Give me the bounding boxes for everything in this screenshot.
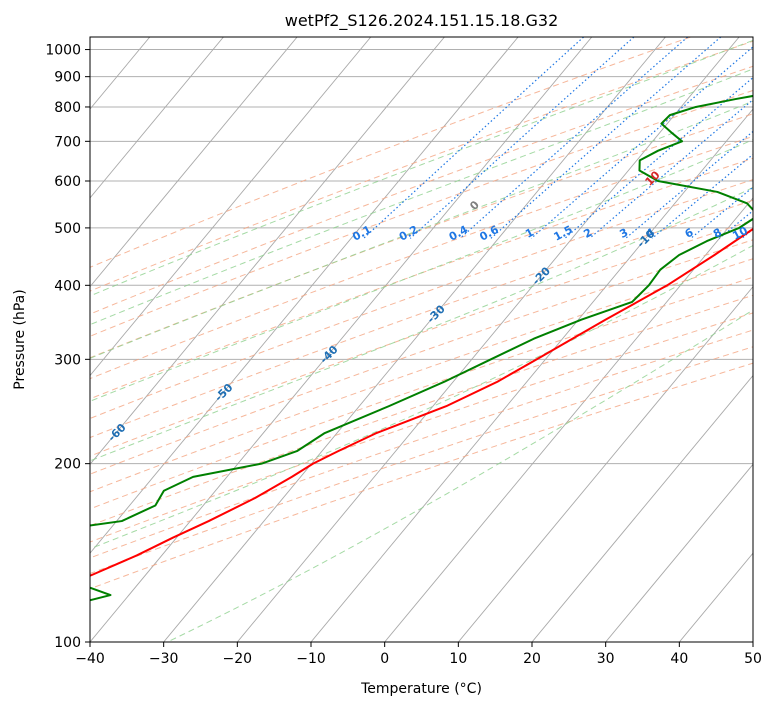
isotherm-line <box>90 37 593 642</box>
dry-adiabat-line <box>90 40 753 292</box>
isotherm-line <box>90 37 372 377</box>
moist-adiabat-line <box>90 186 753 462</box>
x-tick-label: −10 <box>296 651 326 667</box>
dry-adiabat-line <box>90 239 753 475</box>
y-tick-label: 200 <box>54 457 81 473</box>
y-tick-label: 400 <box>54 278 81 294</box>
y-tick-label: 900 <box>54 70 81 86</box>
isotherm-label: -50 <box>212 381 235 404</box>
mixing-ratio-line <box>741 228 753 239</box>
mixing-ratio-label: 0.6 <box>477 223 501 244</box>
mixing-ratio-line <box>718 210 753 239</box>
x-tick-label: −40 <box>75 651 105 667</box>
mixing-ratio-line <box>769 37 775 238</box>
isotherm-line <box>236 37 740 642</box>
x-axis-title: Temperature (°C) <box>360 681 482 697</box>
isotherm-label: -30 <box>425 302 448 325</box>
dewpoint-trace <box>90 94 753 602</box>
mixing-ratio-label: 13 <box>757 224 775 243</box>
isotherm-line <box>605 463 753 642</box>
isotherm-line <box>752 641 753 642</box>
dry-adiabat-line <box>90 89 753 337</box>
dry-adiabat-line <box>90 37 691 268</box>
moist-adiabat-line <box>90 100 753 359</box>
dry-adiabat-line <box>90 65 753 315</box>
isotherm-line <box>163 37 666 642</box>
dry-adiabat-line <box>90 199 753 439</box>
dry-adiabat-line <box>90 346 753 575</box>
y-tick-label: 800 <box>54 100 81 116</box>
x-tick-label: 20 <box>523 651 541 667</box>
x-tick-label: −20 <box>223 651 253 667</box>
y-tick-label: 600 <box>54 174 81 190</box>
isotherm-line <box>384 197 753 642</box>
y-tick-label: 300 <box>54 352 81 368</box>
mixing-ratio-label: 0.4 <box>447 223 471 244</box>
y-tick-label: 500 <box>54 221 81 237</box>
plot-frame <box>89 36 754 643</box>
mixing-ratio-line <box>459 37 688 239</box>
isotherm-label: -10 <box>634 227 657 250</box>
isotherm-line <box>90 37 298 288</box>
isotherm-line <box>310 108 753 642</box>
dry-adiabat-line <box>90 276 753 510</box>
mixing-ratio-label: 0.2 <box>397 223 420 244</box>
isotherm-line <box>90 37 445 466</box>
chart-title: wetPf2_S126.2024.151.15.18.G32 <box>285 11 559 31</box>
y-tick-label: 100 <box>54 635 81 651</box>
y-axis-title: Pressure (hPa) <box>12 289 28 389</box>
x-tick-label: 40 <box>670 651 688 667</box>
mixing-ratio-line <box>589 98 753 239</box>
dry-adiabat-line <box>90 312 753 543</box>
dry-adiabat-line <box>90 258 753 493</box>
isotherm-line <box>90 37 224 199</box>
mixing-ratio-line <box>690 186 753 239</box>
x-tick-label: 0 <box>380 651 389 667</box>
dry-adiabat-line <box>90 135 753 380</box>
axes: −40 −30 −20 −10 0 10 20 30 40 5010009008007006005… <box>45 43 762 667</box>
x-tick-label: 30 <box>597 651 615 667</box>
moist-adiabat-line <box>90 39 753 297</box>
isotherm-label: -60 <box>105 421 128 444</box>
x-tick-label: 10 <box>449 651 467 667</box>
temperature-trace <box>90 227 753 577</box>
mixing-ratio-line <box>490 37 722 239</box>
isotherm-label: -20 <box>530 264 553 287</box>
mixing-ratio-line <box>363 37 584 239</box>
isotherm-line <box>0 37 2 642</box>
mixing-ratio-label: 10 <box>730 224 750 243</box>
moist-adiabat-label: 0 <box>467 198 482 213</box>
dry-adiabat-line <box>90 113 753 359</box>
moist-adiabat-line <box>90 68 753 326</box>
isotherm-label: -40 <box>317 343 340 366</box>
dry-adiabat-line <box>90 157 753 400</box>
dry-adiabat-line <box>90 362 753 590</box>
dry-adiabat-line <box>90 294 753 527</box>
isotherm-line <box>457 286 753 642</box>
y-tick-label: 700 <box>54 134 81 150</box>
mixing-ratio-label: 0.1 <box>350 223 373 244</box>
dry-adiabat-line <box>90 329 753 559</box>
isotherm-line <box>90 37 519 554</box>
x-tick-label: 50 <box>744 651 762 667</box>
mixing-ratio-line <box>564 76 753 239</box>
plot-area <box>0 37 775 642</box>
isotherm-line <box>531 374 753 642</box>
isotherm-label: -70 <box>0 465 18 488</box>
dry-adiabat-line <box>90 179 753 420</box>
dry-adiabat-line <box>90 219 753 457</box>
moist-adiabat-label: 10 <box>643 168 663 188</box>
moist-adiabat-line <box>90 244 753 550</box>
moist-adiabat-line <box>90 139 753 402</box>
y-tick-label: 1000 <box>45 43 81 59</box>
x-tick-label: −30 <box>149 651 179 667</box>
mixing-ratio-line <box>409 37 635 239</box>
mixing-ratio-line <box>530 46 753 239</box>
moist-adiabat-line <box>167 309 753 642</box>
